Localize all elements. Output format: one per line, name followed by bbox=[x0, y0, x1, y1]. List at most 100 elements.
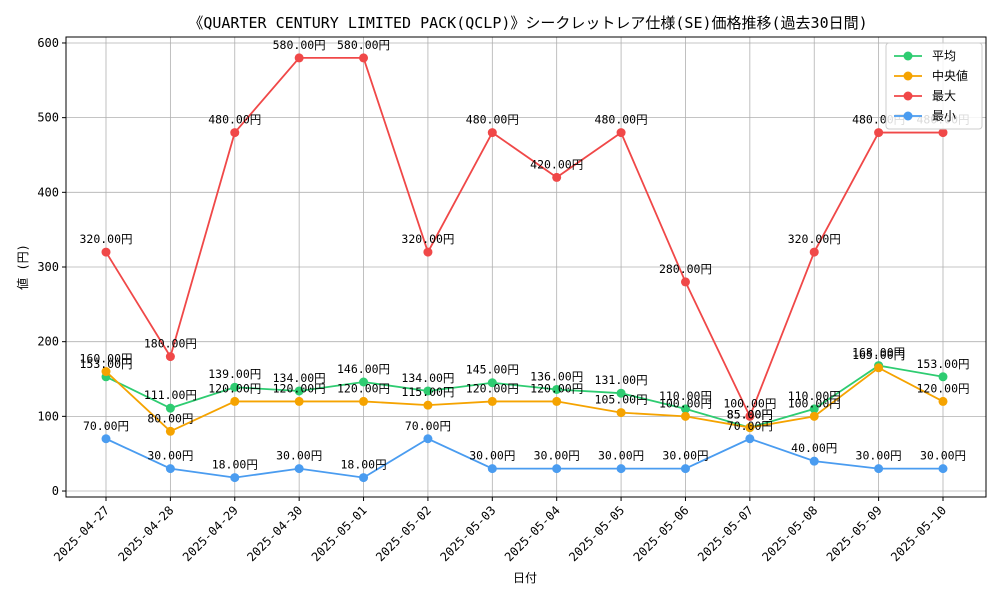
series-layer bbox=[101, 53, 948, 483]
legend-box bbox=[885, 42, 983, 130]
x-tick-label: 2025-05-08 bbox=[759, 503, 820, 564]
data-point bbox=[423, 434, 433, 444]
y-tick-label: 100 bbox=[37, 409, 59, 423]
data-point bbox=[809, 404, 819, 414]
data-point bbox=[359, 53, 369, 63]
data-label: 30.00円 bbox=[856, 449, 902, 463]
data-point bbox=[938, 372, 948, 382]
data-point bbox=[165, 426, 175, 436]
data-point bbox=[423, 247, 433, 257]
data-label: 70.00円 bbox=[83, 419, 129, 433]
data-label: 120.00円 bbox=[208, 381, 261, 395]
data-label: 110.00円 bbox=[659, 389, 712, 403]
data-label: 30.00円 bbox=[662, 449, 708, 463]
data-label: 153.00円 bbox=[916, 357, 969, 371]
data-point bbox=[938, 128, 948, 138]
data-point bbox=[230, 382, 240, 392]
data-point bbox=[874, 464, 884, 474]
data-label: 153.00円 bbox=[79, 357, 132, 371]
data-label: 136.00円 bbox=[530, 369, 583, 383]
data-point bbox=[680, 404, 690, 414]
grid bbox=[66, 37, 986, 497]
data-point bbox=[938, 464, 948, 474]
data-label: 134.00円 bbox=[273, 371, 326, 385]
data-point bbox=[809, 247, 819, 257]
x-tick-label: 2025-05-02 bbox=[373, 503, 434, 564]
series-line-中央値 bbox=[105, 366, 944, 433]
data-label: 320.00円 bbox=[788, 232, 841, 246]
data-point bbox=[552, 464, 562, 474]
data-label: 320.00円 bbox=[79, 232, 132, 246]
data-label: 18.00円 bbox=[340, 458, 386, 472]
data-label: 131.00円 bbox=[595, 373, 648, 387]
data-point bbox=[938, 396, 948, 406]
data-point bbox=[552, 396, 562, 406]
y-tick-label: 300 bbox=[37, 260, 59, 274]
data-label: 420.00円 bbox=[530, 157, 583, 171]
data-label: 70.00円 bbox=[405, 419, 451, 433]
data-label: 30.00円 bbox=[147, 449, 193, 463]
data-label: 85.00円 bbox=[727, 408, 773, 422]
series-line-最大 bbox=[105, 57, 943, 419]
data-point bbox=[616, 128, 626, 138]
data-label: 80.00円 bbox=[147, 411, 193, 425]
data-point bbox=[487, 128, 497, 138]
data-label: 100.00円 bbox=[788, 396, 841, 410]
data-point bbox=[359, 377, 369, 387]
data-label: 30.00円 bbox=[534, 449, 580, 463]
data-label: 100.00円 bbox=[659, 396, 712, 410]
data-point bbox=[294, 464, 304, 474]
x-tick-label: 2025-05-10 bbox=[888, 503, 949, 564]
data-point bbox=[745, 434, 755, 444]
data-label: 105.00円 bbox=[595, 393, 648, 407]
data-point bbox=[165, 464, 175, 474]
y-tick-label: 0 bbox=[52, 484, 59, 498]
data-labels: 153.00円 111.00円 139.00円 134.00円 146.00円 134.0… bbox=[79, 38, 969, 472]
data-label: 120.00円 bbox=[530, 381, 583, 395]
x-tick-label: 2025-05-07 bbox=[695, 503, 756, 564]
x-axis: 2025-04-27 2025-04-28 2025-04-29 2025-04-30… bbox=[51, 497, 949, 564]
data-point bbox=[423, 386, 433, 396]
data-label: 18.00円 bbox=[212, 458, 258, 472]
data-point bbox=[423, 400, 433, 410]
x-tick-label: 2025-04-28 bbox=[116, 503, 177, 564]
data-label: 30.00円 bbox=[598, 449, 644, 463]
y-axis: 0 100 200 300 400 500 600 bbox=[37, 36, 66, 498]
data-label: 580.00円 bbox=[337, 38, 390, 52]
data-label: 111.00円 bbox=[144, 388, 197, 402]
data-label: 30.00円 bbox=[276, 449, 322, 463]
y-tick-label: 400 bbox=[37, 185, 59, 199]
data-point bbox=[165, 403, 175, 413]
data-label: 480.00円 bbox=[595, 113, 648, 127]
y-tick-label: 600 bbox=[37, 36, 59, 50]
data-point bbox=[101, 367, 111, 377]
data-point bbox=[230, 396, 240, 406]
data-label: 85.00円 bbox=[727, 408, 773, 422]
data-label: 139.00円 bbox=[208, 367, 261, 381]
y-tick-label: 200 bbox=[37, 335, 59, 349]
data-label: 120.00円 bbox=[273, 381, 326, 395]
data-point bbox=[809, 411, 819, 421]
data-point bbox=[294, 53, 304, 63]
data-point bbox=[745, 411, 755, 421]
data-label: 280.00円 bbox=[659, 262, 712, 276]
data-point bbox=[359, 473, 369, 483]
data-point bbox=[616, 388, 626, 398]
data-point bbox=[487, 464, 497, 474]
data-point bbox=[552, 172, 562, 182]
data-point bbox=[294, 386, 304, 396]
chart-title: 《QUARTER CENTURY LIMITED PACK(QCLP)》シークレ… bbox=[188, 14, 867, 32]
data-label: 100.00円 bbox=[723, 396, 776, 410]
x-tick-label: 2025-05-03 bbox=[437, 503, 498, 564]
data-label: 120.00円 bbox=[337, 381, 390, 395]
data-label: 110.00円 bbox=[788, 389, 841, 403]
data-point bbox=[616, 408, 626, 418]
data-label: 120.00円 bbox=[466, 381, 519, 395]
data-label: 120.00円 bbox=[916, 381, 969, 395]
data-point bbox=[745, 423, 755, 433]
x-tick-label: 2025-04-29 bbox=[180, 503, 241, 564]
legend-marker bbox=[903, 91, 913, 101]
data-point bbox=[680, 411, 690, 421]
data-label: 165.00円 bbox=[852, 348, 905, 362]
data-label: 160.00円 bbox=[79, 352, 132, 366]
